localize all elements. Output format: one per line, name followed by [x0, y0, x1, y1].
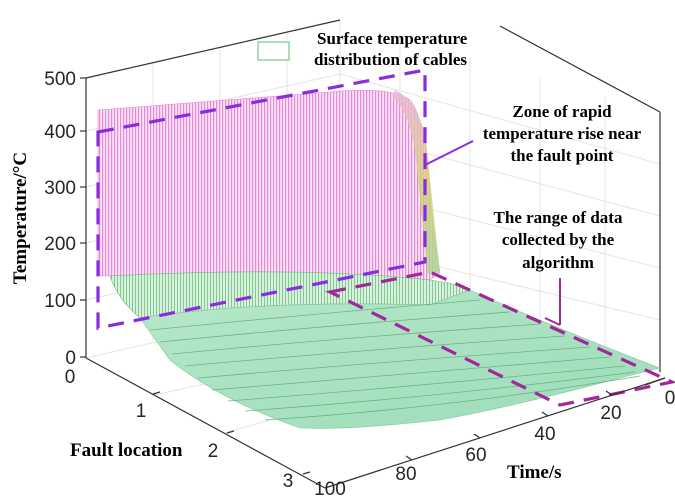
z-tick: 400 — [44, 122, 76, 143]
annotation-zone-line3: the fault point — [511, 146, 614, 165]
x-axis-tick-labels: 100 80 60 40 20 0 — [314, 388, 675, 497]
x-tick: 20 — [600, 403, 621, 424]
legend-swatch — [257, 41, 290, 61]
y-axis-tick-labels: 0 1 2 3 — [65, 367, 294, 492]
legend: Surface temperature distribution of cabl… — [257, 29, 468, 69]
z-tick: 500 — [44, 69, 76, 90]
data-range-box — [325, 270, 675, 407]
x-tick: 80 — [395, 464, 416, 485]
y-axis-label: Fault location — [70, 440, 183, 461]
z-tick: 200 — [44, 234, 76, 255]
annotation-zone: Zone of rapid temperature rise near the … — [483, 102, 642, 165]
front-axes — [80, 77, 666, 489]
range-callout-line-2 — [544, 317, 561, 326]
annotation-range: The range of data collected by the algor… — [494, 208, 623, 272]
y-tick: 0 — [65, 367, 76, 388]
y-tick: 1 — [136, 401, 147, 422]
x-tick: 100 — [314, 479, 346, 497]
legend-label-line2: distribution of cables — [314, 50, 467, 69]
annotation-range-line3: algorithm — [522, 253, 594, 272]
x-axis-label: Time/s — [507, 462, 562, 483]
annotation-zone-line1: Zone of rapid — [512, 102, 612, 121]
axes-box — [85, 19, 661, 372]
annotation-range-line1: The range of data — [494, 208, 623, 227]
z-tick: 0 — [65, 348, 76, 369]
x-tick: 40 — [534, 424, 555, 445]
x-tick: 0 — [665, 388, 675, 409]
annotation-range-line2: collected by the — [502, 230, 615, 249]
z-tick: 100 — [44, 291, 76, 312]
z-axis-label: Temperature/°C — [10, 152, 31, 284]
legend-label-line1: Surface temperature — [317, 29, 468, 48]
z-tick: 300 — [44, 178, 76, 199]
z-axis-tick-labels: 500 400 300 200 100 0 — [44, 69, 76, 369]
zone-of-rapid-rise-box — [96, 68, 427, 330]
zone-callout-line — [424, 140, 474, 166]
y-tick: 2 — [208, 441, 219, 462]
temperature-surface — [97, 89, 662, 429]
x-tick: 60 — [465, 445, 486, 466]
annotation-zone-line2: temperature rise near — [483, 124, 642, 143]
y-tick: 3 — [283, 471, 294, 492]
